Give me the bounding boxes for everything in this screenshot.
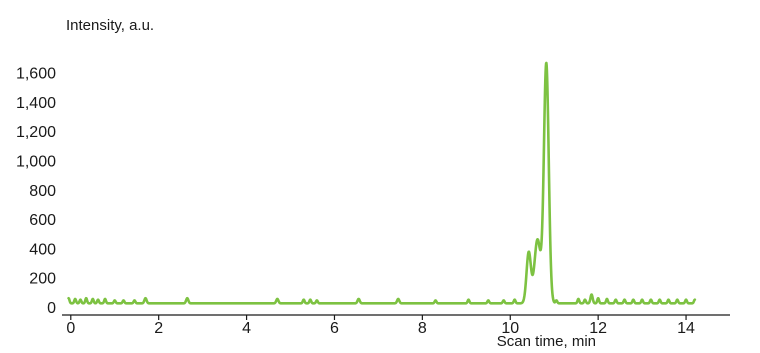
y-tick-label: 400 (29, 241, 56, 258)
x-tick-label: 4 (242, 320, 251, 337)
y-tick-label: 1,000 (16, 154, 56, 171)
x-tick-label: 12 (589, 320, 607, 337)
y-tick-label: 1,200 (16, 124, 56, 141)
y-tick-label: 0 (47, 300, 56, 317)
x-tick-label: 2 (154, 320, 163, 337)
x-tick-label: 0 (66, 320, 75, 337)
x-tick-label: 6 (330, 320, 339, 337)
y-tick-label: 800 (29, 183, 56, 200)
y-axis-title: Intensity, a.u. (66, 17, 154, 34)
y-tick-label: 200 (29, 271, 56, 288)
y-tick-label: 1,400 (16, 95, 56, 112)
x-tick-label: 8 (418, 320, 427, 337)
y-tick-label: 600 (29, 212, 56, 229)
x-tick-label: 10 (501, 320, 519, 337)
x-axis-title: Scan time, min (497, 333, 596, 350)
x-axis-ticks: 0 2 4 6 8 10 12 14 (66, 315, 695, 337)
y-axis-ticks: 0 200 400 600 800 1,000 1,200 1,400 1,600 (16, 66, 56, 317)
y-tick-label: 1,600 (16, 66, 56, 83)
series-line (67, 61, 697, 305)
x-tick-label: 14 (677, 320, 695, 337)
